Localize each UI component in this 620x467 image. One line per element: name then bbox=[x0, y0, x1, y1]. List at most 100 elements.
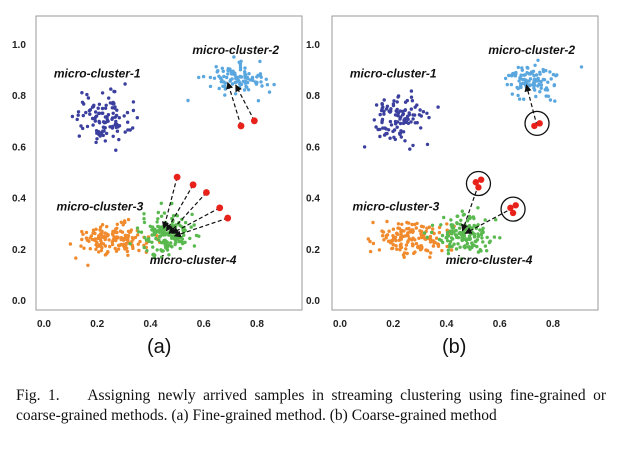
data-point bbox=[395, 247, 399, 251]
y-tick-label: 0.2 bbox=[12, 245, 26, 256]
data-point bbox=[382, 98, 386, 102]
data-point bbox=[124, 243, 128, 248]
data-point bbox=[428, 240, 433, 244]
data-point bbox=[91, 123, 95, 127]
data-point bbox=[466, 225, 470, 229]
data-point bbox=[442, 215, 446, 220]
new-sample-point bbox=[224, 214, 232, 222]
data-point bbox=[226, 72, 230, 76]
data-point bbox=[437, 225, 442, 230]
y-tick-label: 1.0 bbox=[12, 40, 26, 51]
data-point bbox=[431, 227, 435, 231]
data-point bbox=[417, 236, 421, 240]
data-point bbox=[406, 240, 410, 244]
data-point bbox=[96, 106, 100, 110]
data-point bbox=[395, 100, 399, 104]
data-point bbox=[485, 249, 489, 253]
data-point bbox=[391, 234, 395, 238]
data-point bbox=[424, 248, 428, 252]
data-point bbox=[178, 246, 182, 251]
data-point bbox=[241, 79, 246, 84]
data-point bbox=[458, 230, 462, 235]
data-point bbox=[92, 231, 97, 235]
data-point bbox=[123, 233, 128, 237]
data-point bbox=[405, 251, 409, 256]
data-point bbox=[70, 114, 75, 119]
data-point bbox=[440, 233, 445, 238]
data-point bbox=[136, 242, 140, 246]
data-point bbox=[530, 83, 534, 87]
data-point bbox=[188, 236, 192, 241]
panel-a-plot: 0.0 0.2 0.4 0.6 0.8 1.0 0.0 0.2 0.4 0.6 0.8 micro-c… bbox=[12, 15, 303, 330]
data-point bbox=[228, 79, 232, 83]
data-point bbox=[251, 78, 255, 83]
data-point bbox=[114, 227, 118, 231]
data-point bbox=[389, 107, 393, 111]
data-point bbox=[110, 106, 115, 110]
data-point bbox=[131, 126, 135, 130]
data-point bbox=[101, 129, 105, 133]
new-sample-point bbox=[536, 120, 543, 127]
data-point bbox=[545, 88, 550, 92]
data-point bbox=[131, 246, 135, 251]
data-point bbox=[96, 236, 100, 241]
data-point bbox=[395, 232, 400, 237]
data-point bbox=[79, 124, 83, 128]
data-point bbox=[221, 69, 225, 74]
data-point bbox=[395, 125, 399, 129]
data-point bbox=[156, 217, 160, 221]
data-point bbox=[519, 76, 523, 81]
data-point bbox=[532, 73, 536, 78]
cluster-label: micro-cluster-2 bbox=[192, 43, 279, 57]
data-point bbox=[405, 227, 409, 231]
data-point bbox=[395, 107, 399, 112]
data-point bbox=[98, 225, 103, 229]
micro-cluster-2-points bbox=[186, 55, 276, 103]
data-point bbox=[220, 66, 224, 71]
data-point bbox=[401, 130, 406, 134]
data-point bbox=[399, 135, 403, 139]
data-point bbox=[549, 77, 553, 81]
data-point bbox=[234, 80, 239, 84]
data-point bbox=[223, 87, 227, 91]
data-point bbox=[136, 230, 141, 234]
data-point bbox=[445, 236, 449, 240]
data-point bbox=[494, 218, 498, 222]
data-point bbox=[108, 244, 112, 249]
data-point bbox=[417, 113, 422, 117]
data-point bbox=[384, 236, 388, 240]
data-point bbox=[384, 131, 388, 136]
data-point bbox=[243, 74, 247, 78]
cluster-label: micro-cluster-2 bbox=[488, 43, 575, 57]
data-point bbox=[422, 231, 427, 235]
data-point bbox=[162, 211, 167, 215]
data-point bbox=[431, 244, 436, 248]
data-point bbox=[114, 249, 119, 253]
data-point bbox=[111, 134, 115, 138]
assignment-arrow bbox=[464, 207, 514, 234]
data-point bbox=[385, 219, 389, 224]
data-point bbox=[267, 90, 272, 94]
data-point bbox=[411, 117, 415, 121]
data-point bbox=[523, 81, 527, 85]
data-point bbox=[516, 65, 520, 70]
data-point bbox=[537, 82, 541, 87]
micro-cluster-1-points bbox=[70, 82, 139, 152]
data-point bbox=[85, 92, 89, 97]
data-point bbox=[138, 239, 142, 244]
data-point bbox=[462, 234, 467, 238]
data-point bbox=[255, 80, 259, 85]
data-point bbox=[126, 120, 130, 124]
data-point bbox=[393, 119, 398, 124]
data-point bbox=[113, 246, 117, 251]
data-point bbox=[467, 214, 472, 219]
data-point bbox=[439, 223, 443, 227]
data-point bbox=[115, 222, 120, 226]
data-point bbox=[538, 70, 542, 75]
data-point bbox=[171, 214, 176, 218]
data-point bbox=[208, 84, 213, 89]
x-tick-label: 0.4 bbox=[144, 319, 158, 330]
data-point bbox=[400, 222, 404, 226]
data-point bbox=[99, 248, 104, 253]
data-point bbox=[522, 97, 526, 101]
